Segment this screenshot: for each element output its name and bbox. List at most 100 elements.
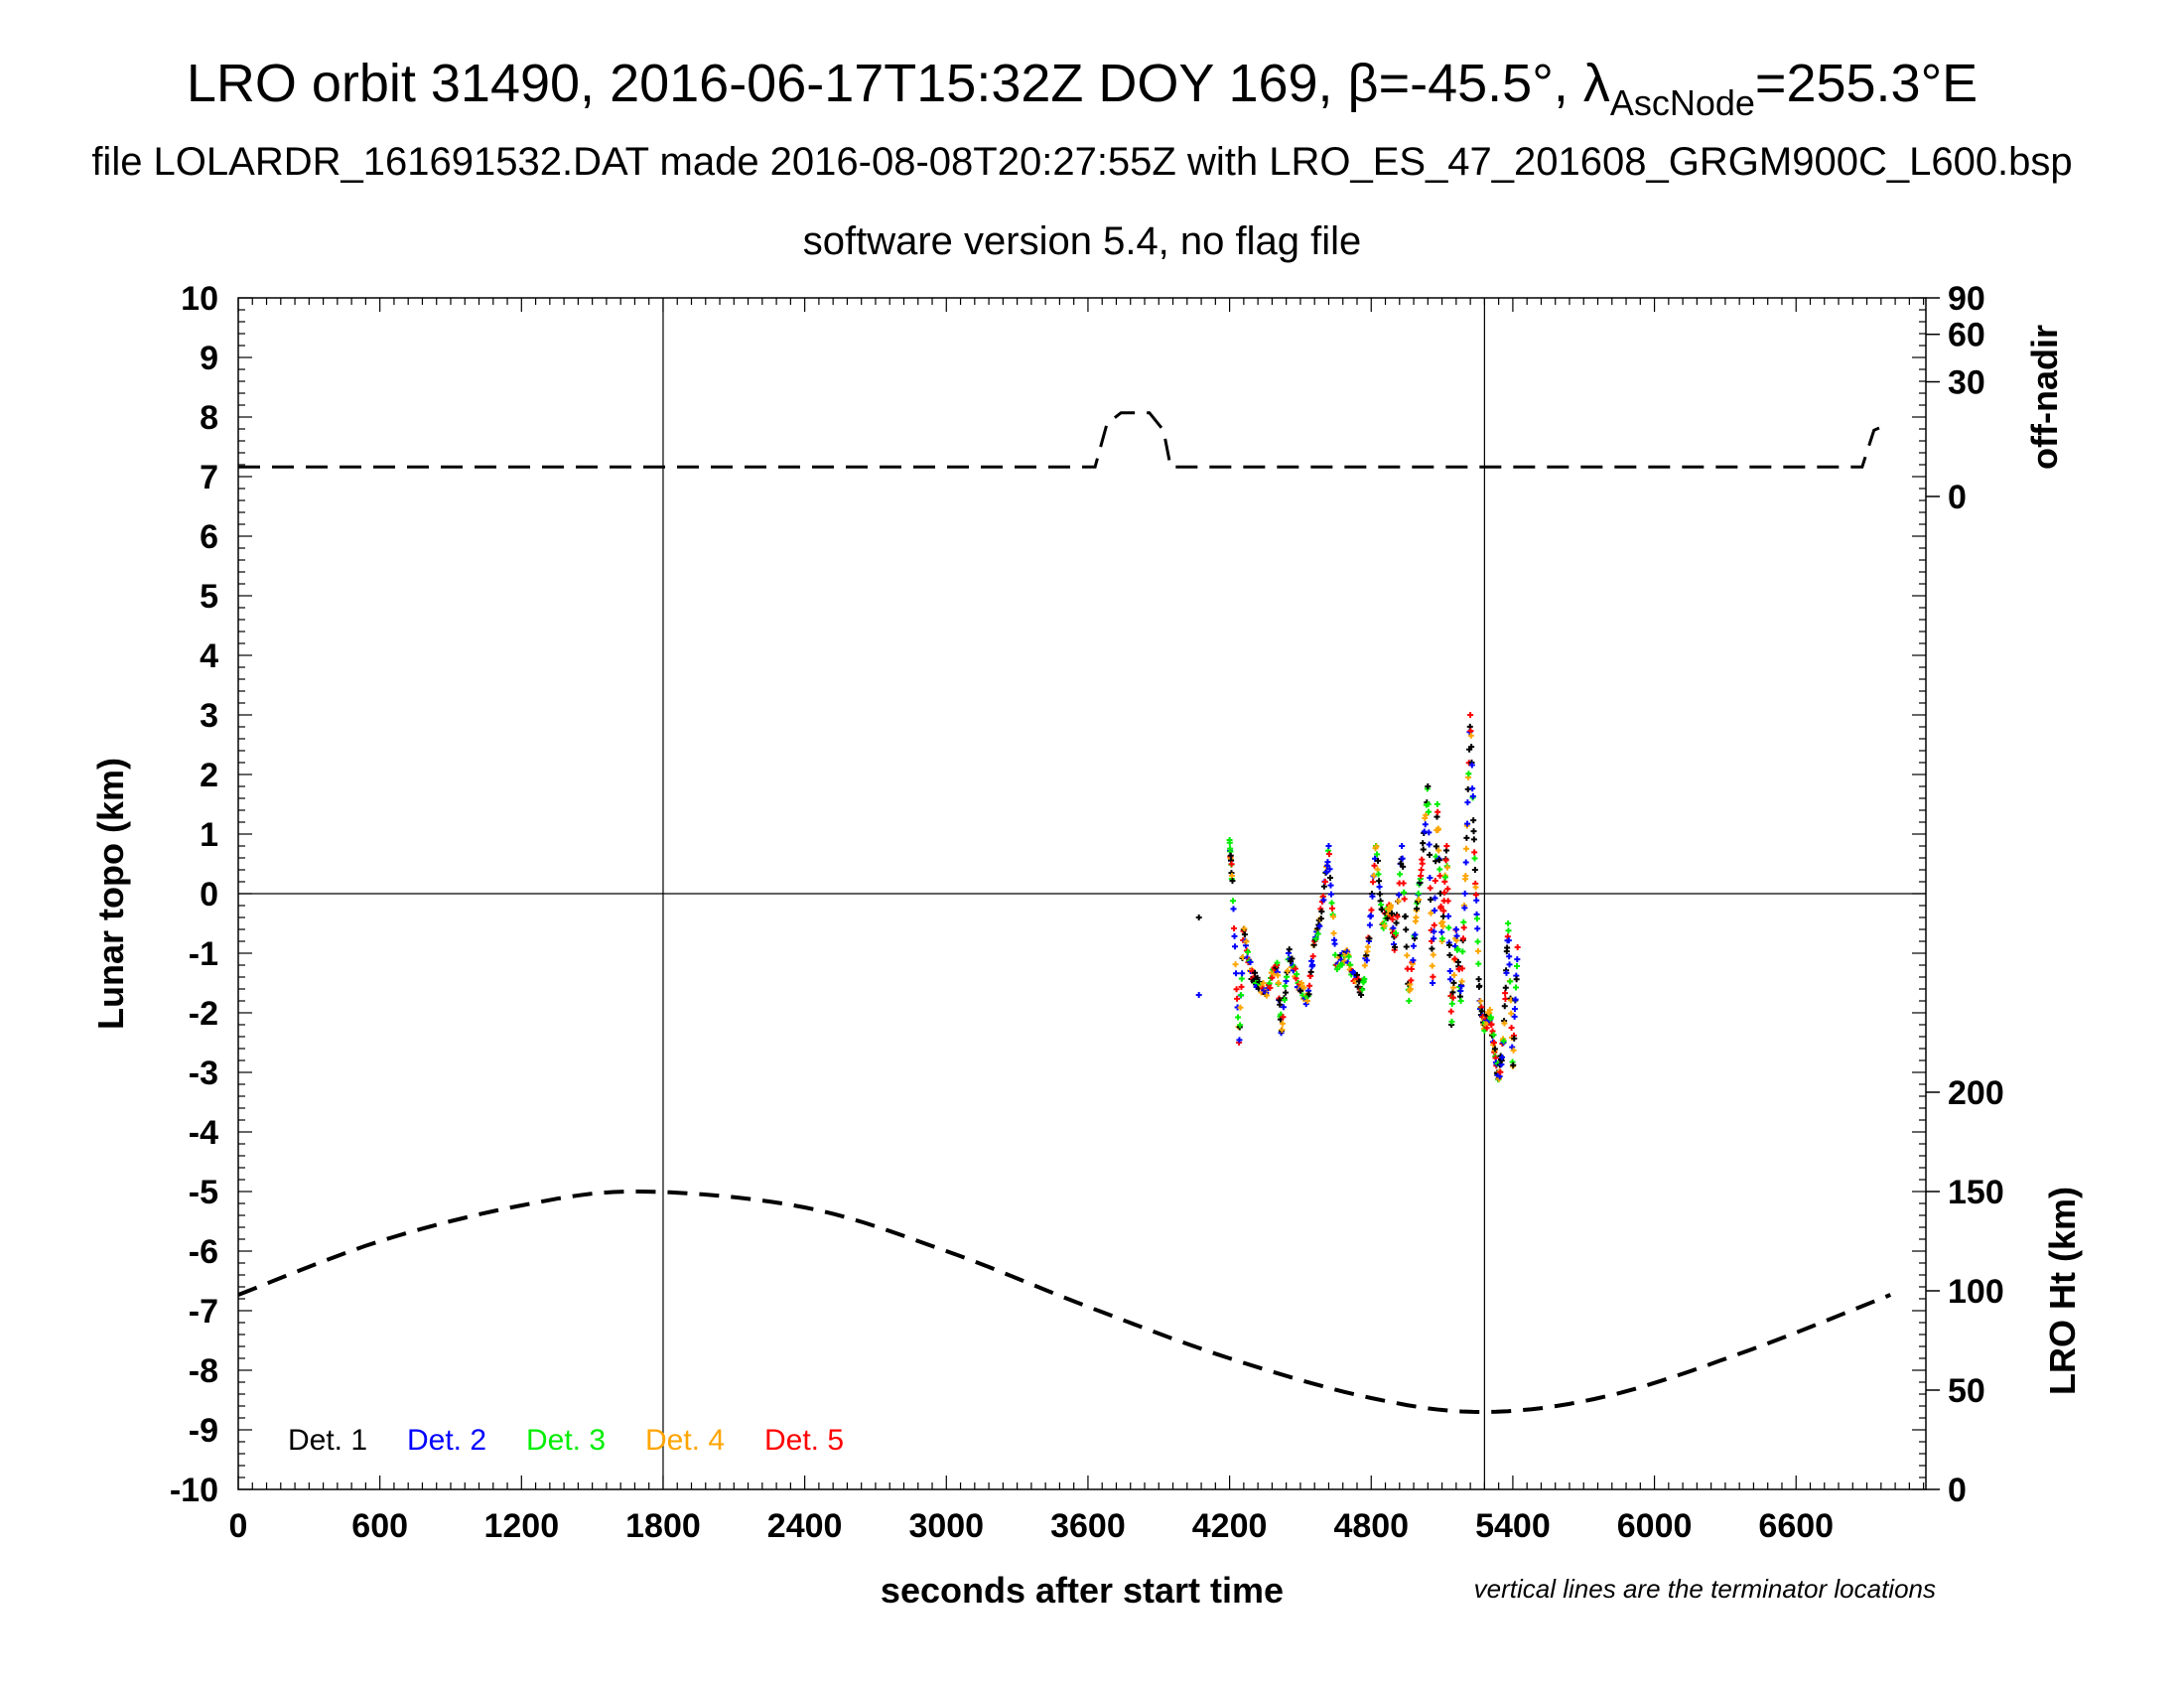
topo-point bbox=[1321, 879, 1328, 886]
topo-point bbox=[1300, 984, 1307, 991]
legend-entry: Det. 4 bbox=[645, 1424, 725, 1457]
chart-title-suffix: =255.3°E bbox=[1755, 54, 1978, 113]
topo-point bbox=[1452, 926, 1459, 932]
topo-point bbox=[1364, 943, 1371, 950]
topo-point bbox=[1232, 943, 1239, 950]
topo-point bbox=[1454, 945, 1461, 952]
topo-point bbox=[1510, 1047, 1517, 1054]
chart-title-prefix: LRO orbit 31490, 2016-06-17T15:32Z DOY 1… bbox=[187, 54, 1610, 113]
topo-point bbox=[1312, 935, 1319, 942]
chart-subtitle: file LOLARDR_161691532.DAT made 2016-08-… bbox=[91, 140, 2072, 184]
topo-point bbox=[1252, 969, 1259, 976]
topo-point bbox=[1314, 930, 1321, 937]
topo-point bbox=[1446, 941, 1453, 948]
topo-point bbox=[1399, 843, 1406, 849]
topo-point bbox=[1506, 961, 1513, 968]
topo-point bbox=[1397, 871, 1404, 878]
topo-point bbox=[1285, 967, 1292, 974]
topo-point bbox=[1467, 732, 1474, 739]
topo-point bbox=[1368, 907, 1375, 914]
height-tick-label: 50 bbox=[1948, 1372, 1985, 1410]
y-tick-label: 4 bbox=[200, 637, 218, 675]
topo-point bbox=[1329, 905, 1336, 912]
topo-point bbox=[1463, 845, 1470, 852]
topo-point bbox=[1328, 891, 1335, 898]
x-tick-label: 0 bbox=[229, 1507, 248, 1545]
topo-point bbox=[1282, 983, 1289, 990]
topo-point bbox=[1318, 909, 1325, 914]
topo-point bbox=[1470, 828, 1477, 835]
topo-point bbox=[1457, 998, 1464, 1004]
topo-point bbox=[1426, 841, 1433, 848]
topo-point bbox=[1501, 1003, 1508, 1010]
topo-point bbox=[1447, 1008, 1454, 1015]
topo-point bbox=[1238, 983, 1245, 990]
topo-point bbox=[1415, 890, 1422, 897]
topo-point bbox=[1469, 785, 1476, 792]
topo-point bbox=[1230, 898, 1236, 905]
topo-point bbox=[1267, 984, 1274, 991]
topo-point bbox=[1396, 892, 1403, 899]
topo-point bbox=[1477, 998, 1484, 1005]
topo-point bbox=[1462, 873, 1469, 879]
topo-point bbox=[1458, 978, 1465, 985]
topo-point bbox=[1439, 922, 1446, 929]
topo-point bbox=[1446, 951, 1453, 958]
topo-point bbox=[1508, 1010, 1515, 1017]
topo-point bbox=[1476, 982, 1483, 989]
topo-point bbox=[1236, 1037, 1243, 1044]
topo-point bbox=[1419, 860, 1426, 867]
topo-point bbox=[1499, 1054, 1506, 1060]
y-tick-label: 7 bbox=[200, 459, 218, 496]
y-tick-label: 9 bbox=[200, 340, 218, 377]
offnadir-line bbox=[238, 411, 1889, 469]
topo-point bbox=[1510, 1061, 1517, 1068]
y-tick-label: -2 bbox=[189, 995, 218, 1033]
topo-point bbox=[1420, 846, 1427, 853]
y-tick-label: 6 bbox=[200, 518, 218, 556]
topo-point bbox=[1363, 957, 1370, 964]
topo-point bbox=[1327, 882, 1334, 889]
topo-point bbox=[1501, 1020, 1508, 1027]
y-tick-label: 5 bbox=[200, 578, 218, 616]
topo-point bbox=[1269, 974, 1276, 981]
topo-point bbox=[1317, 915, 1324, 922]
y-axis-label-left: Lunar topo (km) bbox=[90, 758, 131, 1030]
topo-point bbox=[1470, 817, 1477, 824]
topo-point bbox=[1473, 897, 1480, 904]
topo-point bbox=[1428, 910, 1434, 916]
y-tick-label: -4 bbox=[189, 1114, 218, 1152]
topo-point bbox=[1297, 987, 1304, 994]
topo-point bbox=[1392, 944, 1399, 950]
topo-point bbox=[1228, 861, 1235, 868]
topo-point bbox=[1324, 859, 1331, 866]
topo-point bbox=[1399, 855, 1406, 862]
topo-point bbox=[1254, 974, 1261, 981]
offnadir-tick-label: 0 bbox=[1948, 479, 1967, 516]
topo-point bbox=[1243, 938, 1250, 945]
y-tick-label: -7 bbox=[189, 1293, 218, 1331]
topo-point bbox=[1425, 783, 1432, 789]
height-tick-label: 0 bbox=[1948, 1472, 1967, 1509]
topo-point bbox=[1428, 897, 1434, 904]
topo-point bbox=[1230, 906, 1237, 913]
topo-point bbox=[1459, 948, 1466, 955]
topo-point bbox=[1330, 914, 1337, 920]
topo-point bbox=[1237, 1004, 1244, 1011]
topo-point bbox=[1418, 867, 1425, 874]
topo-point bbox=[1404, 952, 1411, 959]
topo-point bbox=[1432, 877, 1438, 884]
topo-point bbox=[1451, 955, 1458, 962]
topo-point bbox=[1491, 1046, 1498, 1053]
topo-point bbox=[1232, 961, 1239, 968]
topo-point bbox=[1393, 929, 1400, 936]
topo-point bbox=[1233, 970, 1240, 977]
legend-entry: Det. 5 bbox=[764, 1424, 844, 1457]
topo-point bbox=[1247, 959, 1254, 966]
topo-point bbox=[1427, 874, 1433, 881]
topo-point bbox=[1449, 994, 1456, 1001]
height-tick-label: 100 bbox=[1948, 1273, 2004, 1311]
topo-point bbox=[1345, 953, 1352, 960]
topo-point bbox=[1231, 924, 1238, 931]
topo-point bbox=[1461, 905, 1468, 912]
